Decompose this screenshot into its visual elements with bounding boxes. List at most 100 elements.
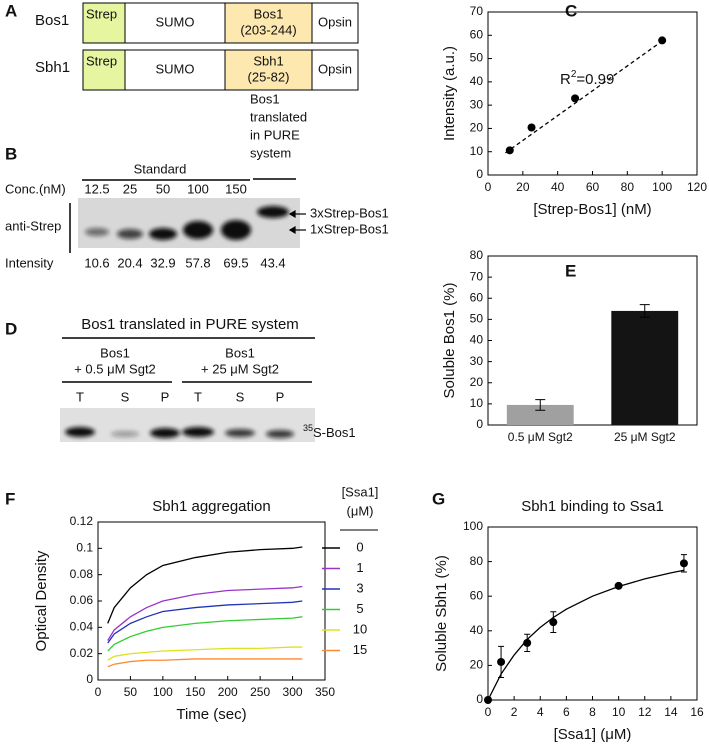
segment-label: Bos1 [254,6,284,21]
legend-label: 15 [353,642,367,657]
panel-label: D [5,319,17,338]
segment-label: SUMO [156,14,195,29]
panel-label: B [5,144,17,163]
legend-title: (μM) [347,503,374,518]
intensity: 10.6 [84,255,109,270]
x-tick-label: 100 [153,685,173,699]
lane: T [76,389,84,404]
conc: 50 [156,181,170,196]
segment-label: Strep [86,6,117,21]
x-tick-label: 60 [586,180,600,194]
construct-name: Bos1 [35,12,69,29]
point [527,123,536,132]
x-tick-label: 6 [563,705,570,719]
side-title: system [250,145,291,160]
blot-arrows [288,209,306,235]
blot-title: Bos1 translated in PURE system [81,316,299,333]
chart-title: Sbh1 binding to Ssa1 [521,498,664,515]
bar [506,404,574,425]
y-tick-label: 0 [476,167,483,181]
y-tick-label: 40 [470,333,484,347]
lane: T [194,389,202,404]
intensity: 32.9 [150,255,175,270]
y-tick-label: 0 [86,672,93,686]
x-tick-label: 16 [690,705,704,719]
y-tick-label: 0.02 [70,646,94,660]
y-tick-label: 0.04 [70,620,94,634]
point [679,559,688,568]
y-tick-label: 10 [470,396,484,410]
point [614,581,623,590]
conc: 150 [225,181,247,196]
legend-title: [Ssa1] [342,484,379,499]
plot-frame [97,521,326,681]
point [484,696,492,704]
intensity: 20.4 [117,255,142,270]
band-label: 35S-Bos1 [303,423,356,440]
x-tick-label: 250 [250,685,270,699]
x-tick-label: 12 [638,705,652,719]
intensity-label: Intensity [5,255,54,270]
y-tick-label: 30 [470,97,484,111]
side-title: in PURE [250,127,300,142]
y-axis-label: Soluble Bos1 (%) [441,283,458,399]
y-tick-label: 80 [470,554,484,568]
x-tick-label: 2 [511,705,518,719]
series-line [107,646,303,661]
band-sup: 35 [303,423,313,433]
x-tick-label: 20 [516,180,530,194]
annotation-sup: 2 [571,69,577,80]
bar [611,310,679,425]
plot-frame [487,11,698,176]
lane: S [121,389,130,404]
x-tick-label: 10 [612,705,626,719]
x-tick-label: 0 [95,685,102,699]
x-axis-label: Time (sec) [176,706,246,723]
series-line [107,546,303,624]
panel-label: A [5,1,17,20]
y-axis-label: Intensity (a.u.) [441,46,458,141]
point [571,94,580,103]
x-tick-label: 0 [485,705,492,719]
intensity: 69.5 [223,255,248,270]
y-tick-label: 60 [470,27,484,41]
y-tick-label: 20 [470,121,484,135]
x-tick-label: 120 [687,180,707,194]
plot-frame [487,526,698,701]
intensity: 57.8 [185,255,210,270]
x-tick-label: 8 [589,705,596,719]
y-tick-label: 0.08 [70,567,94,581]
point [549,618,558,627]
x-tick-label: 0.5 μM Sgt2 [508,430,573,444]
segment-label: Opsin [318,14,352,29]
blot-b-bands [85,206,289,240]
construct-segment [224,2,313,44]
y-tick-label: 70 [470,269,484,283]
conc: 12.5 [84,181,109,196]
y-tick-label: 10 [470,144,484,158]
series-line [107,600,303,644]
y-tick-label: 70 [470,4,484,18]
x-tick-label: 0 [485,180,492,194]
segment-label: Sbh1 [253,53,283,68]
group-name: Bos1 [225,345,255,360]
conc: 100 [187,181,209,196]
lane: P [276,389,285,404]
panel-label: E [565,261,576,280]
error-bar [639,304,650,318]
legend-label: 3 [356,580,363,595]
construct-name: Sbh1 [35,59,70,76]
x-tick-label: 40 [551,180,565,194]
band-label: 1xStrep-Bos1 [310,221,389,236]
lane: P [161,389,170,404]
construct-segment [311,49,359,91]
annotation: R2=0.99 [560,69,614,88]
legend-label: 5 [356,601,363,616]
y-axis-label: Optical Density [33,550,50,651]
group-name: Bos1 [100,345,130,360]
standard-label: Standard [134,161,187,176]
y-tick-label: 50 [470,51,484,65]
fit-line [505,40,663,154]
segment-label: SUMO [156,61,195,76]
